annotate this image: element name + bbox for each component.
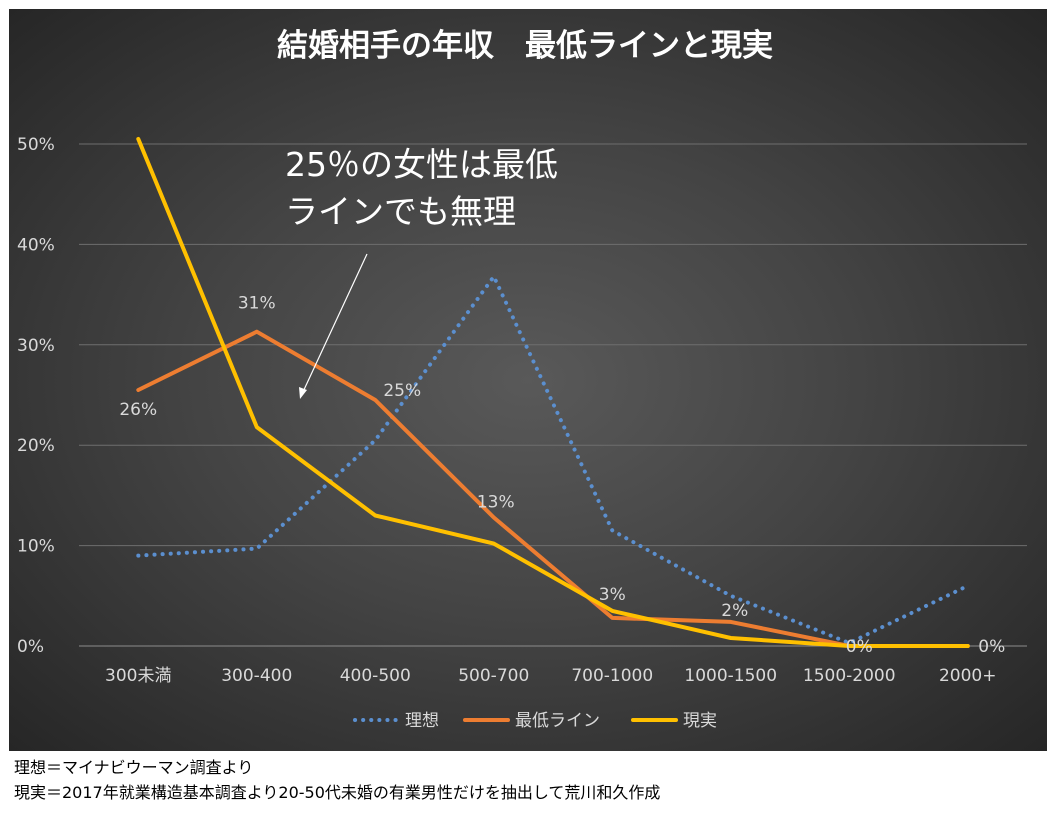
legend-label: 最低ライン [515, 711, 600, 731]
x-tick-label: 300-400 [221, 666, 292, 686]
y-tick-label: 50% [17, 135, 55, 155]
y-tick-label: 0% [17, 637, 44, 657]
x-tick-label: 1000-1500 [684, 666, 777, 686]
footnote-reality-source: 現実＝2017年就業構造基本調査より20-50代未婚の有業男性だけを抽出して荒川… [14, 783, 661, 802]
legend-label: 現実 [683, 711, 717, 731]
gridlines [79, 143, 1027, 647]
data-label: 0% [846, 637, 873, 657]
annotation-arrow [301, 253, 368, 395]
x-tick-label: 2000+ [939, 666, 997, 686]
chart-title: 結婚相手の年収 最低ラインと現実 [277, 28, 773, 64]
y-axis: 0% 10% 20% 30% 40% 50% [17, 135, 55, 657]
y-tick-label: 30% [17, 336, 55, 356]
data-label: 31% [238, 294, 276, 314]
x-axis: 300未満 300-400 400-500 500-700 700-1000 1000-1… [105, 666, 996, 686]
legend: 理想 最低ライン 現実 [353, 711, 717, 731]
series-line [136, 329, 970, 648]
x-tick-label: 300未満 [105, 666, 171, 686]
data-labels: 26% 31% 25% 13% 3% 2% 0% 0% [119, 294, 1005, 657]
chart-area: 結婚相手の年収 最低ラインと現実 0% 10% 20% 30% 40% 50% 300未満… [9, 9, 1047, 751]
series-line [136, 137, 970, 648]
y-tick-label: 20% [17, 436, 55, 456]
data-label: 26% [119, 400, 157, 420]
annotation-line-1: 25％の女性は最低 [285, 145, 558, 184]
annotation: 25％の女性は最低 ラインでも無理 [285, 145, 558, 399]
line-chart: 結婚相手の年収 最低ラインと現実 0% 10% 20% 30% 40% 50% 300未満… [17, 28, 1027, 731]
x-tick-label: 700-1000 [571, 666, 653, 686]
series-lines [136, 137, 970, 648]
annotation-line-2: ラインでも無理 [285, 192, 516, 231]
footnote-ideal-source: 理想＝マイナビウーマン調査より [14, 758, 254, 777]
data-label: 3% [599, 585, 626, 605]
y-tick-label: 10% [17, 537, 55, 557]
x-tick-label: 500-700 [458, 666, 529, 686]
series-line [136, 274, 970, 645]
x-tick-label: 1500-2000 [803, 666, 896, 686]
data-label: 25% [383, 381, 421, 401]
data-label: 13% [477, 492, 515, 512]
x-tick-label: 400-500 [340, 666, 411, 686]
data-label: 2% [721, 601, 748, 621]
annotation-arrowhead [299, 387, 307, 399]
data-label: 0% [978, 637, 1005, 657]
y-tick-label: 40% [17, 235, 55, 255]
legend-label: 理想 [405, 711, 439, 731]
